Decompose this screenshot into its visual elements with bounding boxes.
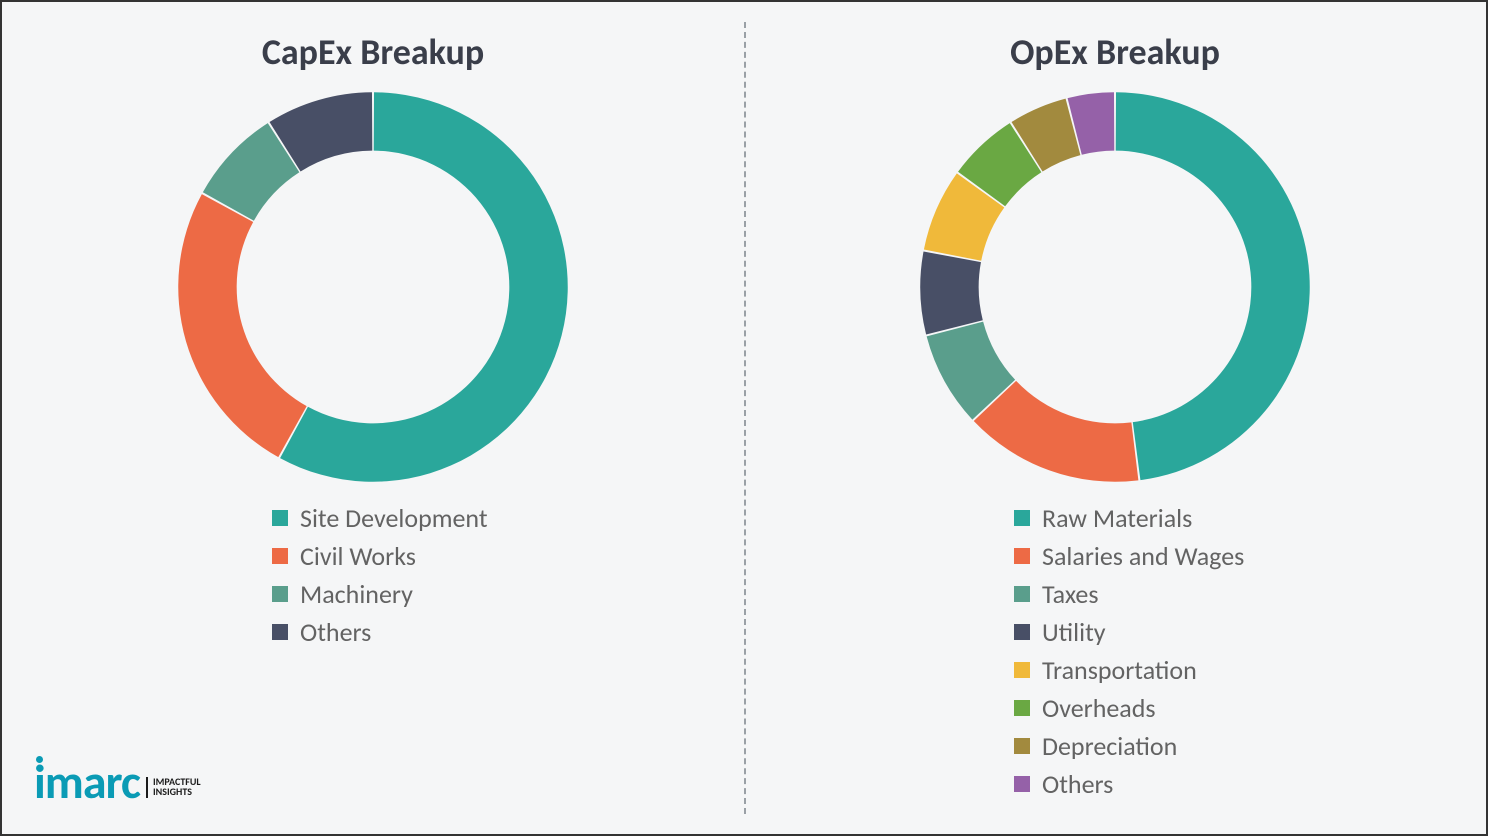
legend-swatch bbox=[1014, 776, 1030, 792]
logo-word: imarc bbox=[34, 758, 140, 806]
legend-swatch bbox=[1014, 624, 1030, 640]
legend-label: Transportation bbox=[1042, 654, 1197, 686]
capex-title: CapEx Breakup bbox=[262, 30, 484, 74]
donut-slice bbox=[920, 252, 983, 335]
legend-swatch bbox=[1014, 510, 1030, 526]
legend-item: Salaries and Wages bbox=[1014, 540, 1244, 572]
legend-label: Raw Materials bbox=[1042, 502, 1192, 534]
logo-text: imarc bbox=[34, 752, 140, 811]
legend-swatch bbox=[272, 548, 288, 564]
legend-label: Machinery bbox=[300, 578, 413, 610]
legend-swatch bbox=[1014, 738, 1030, 754]
legend-swatch bbox=[1014, 586, 1030, 602]
legend-label: Utility bbox=[1042, 616, 1106, 648]
logo-tag-line2: INSIGHTS bbox=[153, 785, 192, 798]
brand-logo: imarc IMPACTFUL INSIGHTS bbox=[34, 758, 201, 806]
legend-label: Salaries and Wages bbox=[1042, 540, 1244, 572]
donut-slice bbox=[974, 381, 1139, 482]
legend-label: Others bbox=[1042, 768, 1113, 800]
legend-item: Depreciation bbox=[1014, 730, 1244, 762]
legend-item: Transportation bbox=[1014, 654, 1244, 686]
legend-item: Civil Works bbox=[272, 540, 488, 572]
capex-donut-svg bbox=[168, 82, 578, 492]
legend-label: Others bbox=[300, 616, 371, 648]
opex-panel: OpEx Breakup Raw Materials Salaries and W… bbox=[744, 2, 1486, 834]
chart-container: CapEx Breakup Site Development Civil Work… bbox=[2, 2, 1486, 834]
logo-tagline: IMPACTFUL INSIGHTS bbox=[146, 777, 201, 798]
legend-swatch bbox=[1014, 548, 1030, 564]
legend-label: Depreciation bbox=[1042, 730, 1177, 762]
donut-slice bbox=[1116, 92, 1310, 480]
opex-donut-svg bbox=[910, 82, 1320, 492]
legend-label: Civil Works bbox=[300, 540, 416, 572]
legend-item: Others bbox=[1014, 768, 1244, 800]
legend-item: Machinery bbox=[272, 578, 488, 610]
legend-item: Others bbox=[272, 616, 488, 648]
legend-item: Taxes bbox=[1014, 578, 1244, 610]
legend-item: Utility bbox=[1014, 616, 1244, 648]
legend-item: Site Development bbox=[272, 502, 488, 534]
legend-item: Raw Materials bbox=[1014, 502, 1244, 534]
capex-legend: Site Development Civil Works Machinery Othe… bbox=[272, 502, 488, 648]
opex-legend: Raw Materials Salaries and Wages Taxes Util… bbox=[1014, 502, 1244, 800]
opex-donut bbox=[910, 82, 1320, 492]
legend-label: Overheads bbox=[1042, 692, 1156, 724]
legend-swatch bbox=[272, 586, 288, 602]
opex-title: OpEx Breakup bbox=[1010, 30, 1220, 74]
donut-slice bbox=[178, 194, 306, 457]
legend-label: Site Development bbox=[300, 502, 488, 534]
capex-panel: CapEx Breakup Site Development Civil Work… bbox=[2, 2, 744, 834]
legend-swatch bbox=[272, 624, 288, 640]
legend-item: Overheads bbox=[1014, 692, 1244, 724]
capex-donut bbox=[168, 82, 578, 492]
legend-label: Taxes bbox=[1042, 578, 1099, 610]
legend-swatch bbox=[1014, 700, 1030, 716]
logo-dot-icon bbox=[36, 756, 43, 763]
legend-swatch bbox=[272, 510, 288, 526]
legend-swatch bbox=[1014, 662, 1030, 678]
